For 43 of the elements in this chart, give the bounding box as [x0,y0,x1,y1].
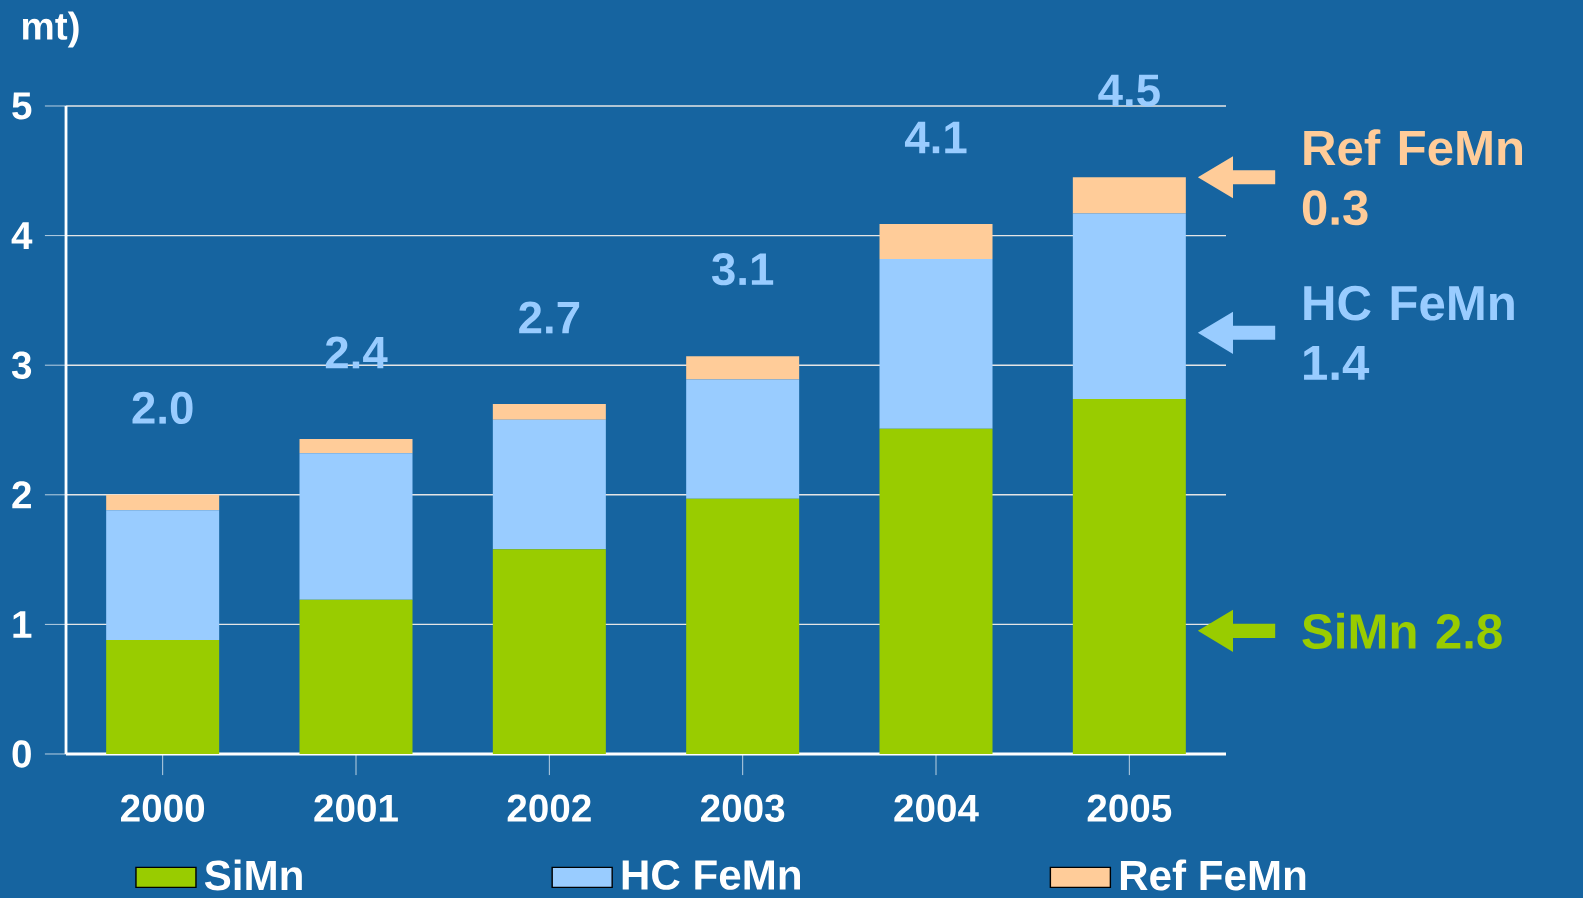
legend-label: HC FeMn [622,860,800,890]
bar [106,510,220,640]
bar [299,453,413,600]
y-tick-label: 2 [12,481,31,509]
text: Ref FeMn 0.3 [1302,129,1523,226]
bar [879,258,993,429]
y-tick-label: 1 [13,611,32,638]
x-tick-label: 2005 [1087,794,1172,822]
bar [686,356,800,380]
total-label: 2.7 [519,301,580,334]
bar [492,419,606,550]
total-label: 3.1 [711,252,774,286]
bar [106,494,220,511]
bar [879,223,993,259]
bar [686,379,800,499]
x-tick-label: 2002 [507,794,591,822]
bar [299,599,413,754]
bar [106,639,220,754]
total-label: 4.1 [904,121,967,154]
y-tick-label: 4 [11,222,33,249]
y-tick-label: 3 [11,351,32,379]
bar [1072,177,1186,214]
bar [879,428,993,754]
text: SiMn 2.8 [1302,612,1502,649]
bar [299,439,413,454]
legend-label: Ref FeMn [1120,859,1306,891]
x-tick-label: 2004 [894,794,979,822]
y-axis-title: mt) [22,11,79,48]
y-tick-label: 5 [12,92,32,120]
x-tick-label: 2000 [120,794,205,822]
total-label: 4.5 [1098,74,1160,107]
legend-label: SiMn [204,859,302,891]
bar [492,549,606,754]
y-tick-label: 0 [12,740,31,768]
bar [1072,398,1186,754]
x-tick-label: 2003 [700,794,785,822]
x-tick-label: 2001 [314,794,398,822]
bar [686,498,800,754]
text: HC FeMn 1.4 [1304,285,1514,380]
bar [1072,213,1186,399]
total-label: 2.4 [325,336,388,369]
bar [492,404,606,420]
total-label: 2.0 [132,391,193,425]
